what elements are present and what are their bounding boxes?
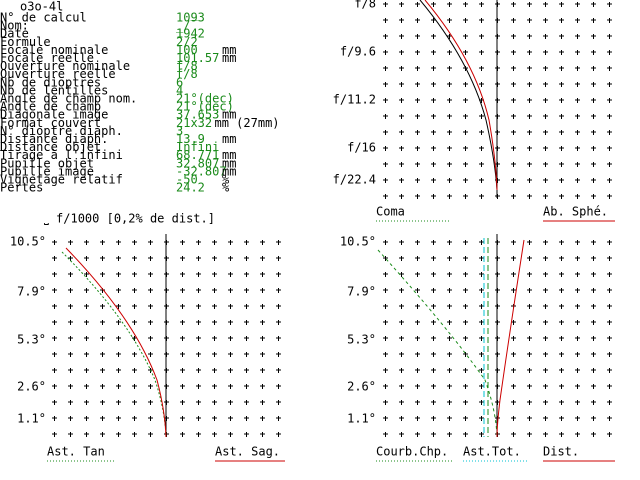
field-label: Distance objet [0,140,101,154]
grids [52,2,612,437]
field-label: Angle de champ [0,100,101,114]
field-unit: mm [222,132,236,146]
y-label: 1.1° [347,412,376,426]
legend: Ast.Tot. [463,445,521,459]
field-value: 21°(dec) [176,100,234,114]
legend: Ab. Sphé. [543,205,608,219]
field-unit: mm [222,156,236,170]
field-label: Distance diaph. [0,132,108,146]
y-label: 7.9° [17,285,46,299]
field-value: f/8 [176,67,198,81]
legend: Ast. Sag. [215,445,280,459]
field-value: 1093 [176,11,205,25]
dist-curve [496,239,525,438]
field-label: Nb de dioptres [0,75,101,89]
field-value: 2/2 [176,35,198,49]
field-value: 32.807 [176,156,219,170]
field-value: 1942 [176,27,205,41]
legend: Coma [376,205,405,219]
field-label: Ouverture réelle [0,67,116,81]
field-label: Angle de champ nom. [0,92,137,106]
field-unit: mm [222,164,236,178]
field-label: N° dioptre diaph. [0,124,123,138]
field-unit: mm [222,51,236,65]
spherical-curve [424,0,498,191]
legend: Dist. [543,445,579,459]
field-value: _/‾ [176,19,198,33]
field-value: 101.57 [176,51,219,65]
field-value: 100 [176,43,198,57]
field-label: Nom: [0,19,29,33]
field-value: f/8 [176,59,198,73]
field-label: Pertes [0,181,43,195]
y-label: f/16 [347,141,376,155]
field-label: Ouverture nominale [0,59,130,73]
field-label: Tirage à l'infini [0,148,123,162]
field-label: Format couvert [0,116,101,130]
field-label: Vignetage relatif [0,173,123,187]
y-label: f/22.4 [333,173,376,187]
y-label: 5.3° [17,333,46,347]
field-label: Pupille objet [0,156,94,170]
legend: Ast. Tan [47,445,105,459]
field-unit: mm (27mm) [215,116,280,130]
scale-caption: ⎵ f/1000 [0,2% de dist.] [44,212,215,226]
y-label: 5.3° [347,333,376,347]
field-value: 24.2 [176,181,205,195]
field-value: -50 [176,173,198,187]
field-label: Formule [0,35,51,49]
field-unit: % [222,181,230,195]
y-label: 10.5° [10,235,46,249]
field-value: 21x32 [176,116,212,130]
y-label: f/11.2 [333,93,376,107]
tan-curve [61,251,167,438]
field-value: 6 [176,75,183,89]
field-value: 68.771 [176,148,219,162]
field-label: Focale nominale [0,43,108,57]
y-label: f/9.6 [340,45,376,59]
field-value: 37.653 [176,108,219,122]
field-label: Diagonale image [0,108,108,122]
field-value: 13.9 [176,132,205,146]
field-value: 3 [176,124,183,138]
field-label: N° de calcul [0,11,87,25]
y-label: 7.9° [347,285,376,299]
y-label: 2.6° [347,380,376,394]
field-curve [377,249,498,438]
coma-curve [419,0,498,191]
sag-curve [65,247,167,438]
field-unit: mm [222,108,236,122]
field-label: Nb de lentilles [0,83,108,97]
y-label: f/8 [354,0,376,11]
y-label: 1.1° [17,412,46,426]
field-unit: mm [222,148,236,162]
field-unit: % [222,173,230,187]
y-label: 10.5° [340,235,376,249]
field-label: Date [0,27,29,41]
field-value: Infini [176,140,219,154]
y-label: 2.6° [17,380,46,394]
field-value: 21°(dec) [176,92,234,106]
field-value: -32.807 [176,164,227,178]
field-value: 4 [176,83,183,97]
legend: Courb.Chp. [376,445,448,459]
field-unit: mm [222,43,236,57]
fields: N° de calcul 1093 Nom: _/‾ Date 1942 Formule 2/… [0,11,280,195]
field-label: Focale réelle [0,51,94,65]
field-label: Pupille image [0,164,94,178]
window-title: o3o-4l [20,0,63,14]
grid-crosses [383,2,612,199]
